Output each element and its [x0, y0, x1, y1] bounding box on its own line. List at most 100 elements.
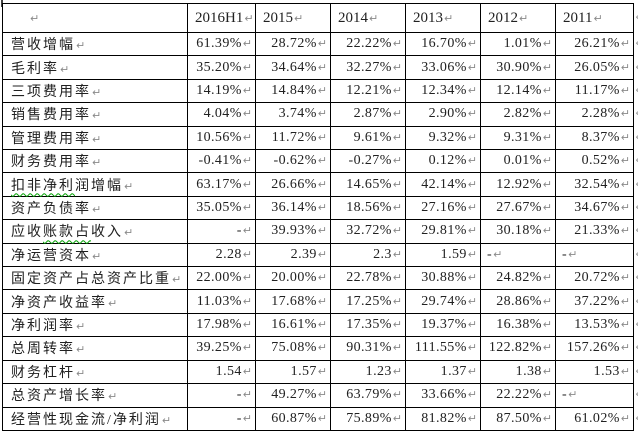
metric-value-cell[interactable]: 32.72%↵ — [330, 219, 406, 244]
metric-value-cell[interactable]: 11.72%↵ — [255, 125, 331, 151]
metric-value-cell[interactable]: -↵ — [187, 383, 256, 408]
metric-value-cell[interactable]: -↵ — [480, 242, 556, 268]
metric-value-cell[interactable]: 20.00%↵ — [255, 266, 331, 291]
metric-value-cell[interactable]: 13.53%↵↵ — [555, 312, 638, 338]
metric-value-cell[interactable]: 12.21%↵ — [330, 78, 406, 104]
metric-value-cell[interactable]: 29.81%↵ — [405, 219, 481, 244]
metric-value-cell[interactable]: 11.03%↵ — [187, 289, 256, 314]
metric-value-cell[interactable]: 35.20%↵ — [187, 55, 256, 80]
metric-label-cell[interactable]: 销售费用率↵ — [2, 102, 188, 127]
metric-label-cell[interactable]: 财务杠杆↵ — [2, 359, 188, 385]
metric-label-cell[interactable]: 财务费用率↵ — [2, 149, 188, 174]
metric-value-cell[interactable]: -↵ — [187, 219, 256, 244]
metric-value-cell[interactable]: 29.74%↵ — [405, 289, 481, 314]
metric-value-cell[interactable]: 2.90%↵ — [405, 102, 481, 127]
metric-value-cell[interactable]: 14.84%↵ — [255, 78, 331, 104]
metric-value-cell[interactable]: 1.23↵ — [330, 359, 406, 385]
metric-value-cell[interactable]: 60.87%↵ — [255, 406, 331, 431]
year-column-header[interactable]: 2011↵↵ — [555, 3, 638, 33]
metric-value-cell[interactable]: 36.14%↵ — [255, 195, 331, 221]
metric-value-cell[interactable]: 9.32%↵ — [405, 125, 481, 151]
metric-value-cell[interactable]: 33.66%↵ — [405, 383, 481, 408]
year-column-header[interactable]: 2015↵ — [255, 3, 331, 33]
metric-value-cell[interactable]: 30.18%↵ — [480, 219, 556, 244]
metric-value-cell[interactable]: 42.14%↵ — [405, 172, 481, 197]
metric-value-cell[interactable]: 2.3↵ — [330, 242, 406, 268]
metric-value-cell[interactable]: 35.05%↵ — [187, 195, 256, 221]
metric-value-cell[interactable]: 26.05%↵↵ — [555, 55, 638, 80]
metric-value-cell[interactable]: 16.38%↵ — [480, 312, 556, 338]
metric-value-cell[interactable]: 37.22%↵↵ — [555, 289, 638, 314]
metric-value-cell[interactable]: 1.37↵ — [405, 359, 481, 385]
metric-value-cell[interactable]: 34.64%↵ — [255, 55, 331, 80]
metric-value-cell[interactable]: 2.82%↵ — [480, 102, 556, 127]
metric-value-cell[interactable]: 2.87%↵ — [330, 102, 406, 127]
metric-value-cell[interactable]: 21.33%↵↵ — [555, 219, 638, 244]
metric-value-cell[interactable]: 32.54%↵↵ — [555, 172, 638, 197]
metric-value-cell[interactable]: 20.72%↵↵ — [555, 266, 638, 291]
metric-value-cell[interactable]: -↵ — [187, 406, 256, 431]
metric-value-cell[interactable]: 28.86%↵ — [480, 289, 556, 314]
metric-value-cell[interactable]: 2.28%↵↵ — [555, 102, 638, 127]
metric-value-cell[interactable]: 26.21%↵↵ — [555, 31, 638, 57]
corner-header-cell[interactable]: ↵ — [2, 3, 188, 33]
metric-value-cell[interactable]: 63.79%↵ — [330, 383, 406, 408]
metric-value-cell[interactable]: 17.25%↵ — [330, 289, 406, 314]
metric-value-cell[interactable]: 16.70%↵ — [405, 31, 481, 57]
metric-value-cell[interactable]: 157.26%↵↵ — [555, 336, 638, 361]
metric-value-cell[interactable]: 28.72%↵ — [255, 31, 331, 57]
metric-value-cell[interactable]: 17.68%↵ — [255, 289, 331, 314]
metric-value-cell[interactable]: -0.27%↵ — [330, 149, 406, 174]
metric-value-cell[interactable]: 1.59↵ — [405, 242, 481, 268]
metric-value-cell[interactable]: 87.50%↵ — [480, 406, 556, 431]
metric-value-cell[interactable]: 122.82%↵ — [480, 336, 556, 361]
metric-label-cell[interactable]: 净资产收益率↵ — [2, 289, 188, 314]
metric-value-cell[interactable]: 14.65%↵ — [330, 172, 406, 197]
metric-label-cell[interactable]: 净运营资本↵ — [2, 242, 188, 268]
metric-value-cell[interactable]: -↵↵ — [555, 383, 638, 408]
metric-value-cell[interactable]: 9.61%↵ — [330, 125, 406, 151]
metric-value-cell[interactable]: 30.90%↵ — [480, 55, 556, 80]
metric-value-cell[interactable]: 12.34%↵ — [405, 78, 481, 104]
metric-value-cell[interactable]: 75.89%↵ — [330, 406, 406, 431]
metric-value-cell[interactable]: 0.01%↵ — [480, 149, 556, 174]
metric-value-cell[interactable]: 22.78%↵ — [330, 266, 406, 291]
year-column-header[interactable]: 2013↵ — [405, 3, 481, 33]
year-column-header[interactable]: 2016H1↵ — [187, 3, 256, 33]
metric-value-cell[interactable]: 0.12%↵ — [405, 149, 481, 174]
metric-value-cell[interactable]: 4.04%↵ — [187, 102, 256, 127]
metric-value-cell[interactable]: 14.19%↵ — [187, 78, 256, 104]
metric-value-cell[interactable]: 18.56%↵ — [330, 195, 406, 221]
metric-label-cell[interactable]: 扣非净利润增幅↵ — [2, 172, 188, 197]
metric-value-cell[interactable]: -0.41%↵ — [187, 149, 256, 174]
metric-value-cell[interactable]: -↵↵ — [555, 242, 638, 268]
metric-label-cell[interactable]: 资产负债率↵ — [2, 195, 188, 221]
metric-value-cell[interactable]: 63.17%↵ — [187, 172, 256, 197]
metric-value-cell[interactable]: 30.88%↵ — [405, 266, 481, 291]
metric-value-cell[interactable]: 17.98%↵ — [187, 312, 256, 338]
metric-value-cell[interactable]: 10.56%↵ — [187, 125, 256, 151]
metric-label-cell[interactable]: 经营性现金流/净利润↵ — [2, 406, 188, 431]
metric-value-cell[interactable]: 1.54↵ — [187, 359, 256, 385]
metric-value-cell[interactable]: 32.27%↵ — [330, 55, 406, 80]
metric-value-cell[interactable]: 75.08%↵ — [255, 336, 331, 361]
metric-value-cell[interactable]: 26.66%↵ — [255, 172, 331, 197]
metric-label-cell[interactable]: 营收增幅↵ — [2, 31, 188, 57]
metric-value-cell[interactable]: 3.74%↵ — [255, 102, 331, 127]
metric-value-cell[interactable]: 111.55%↵ — [405, 336, 481, 361]
metric-value-cell[interactable]: 39.25%↵ — [187, 336, 256, 361]
metric-value-cell[interactable]: 81.82%↵ — [405, 406, 481, 431]
metric-value-cell[interactable]: 1.57↵ — [255, 359, 331, 385]
metric-value-cell[interactable]: 17.35%↵ — [330, 312, 406, 338]
metric-value-cell[interactable]: 22.22%↵ — [330, 31, 406, 57]
metric-label-cell[interactable]: 应收账款占收入↵ — [2, 219, 188, 244]
metric-value-cell[interactable]: 34.67%↵↵ — [555, 195, 638, 221]
metric-value-cell[interactable]: 1.53↵↵ — [555, 359, 638, 385]
metric-value-cell[interactable]: 39.93%↵ — [255, 219, 331, 244]
year-column-header[interactable]: 2012↵ — [480, 3, 556, 33]
metric-value-cell[interactable]: 22.22%↵ — [480, 383, 556, 408]
metric-value-cell[interactable]: 1.01%↵ — [480, 31, 556, 57]
metric-label-cell[interactable]: 总资产增长率↵ — [2, 383, 188, 408]
metric-value-cell[interactable]: 12.92%↵ — [480, 172, 556, 197]
metric-value-cell[interactable]: 11.17%↵↵ — [555, 78, 638, 104]
